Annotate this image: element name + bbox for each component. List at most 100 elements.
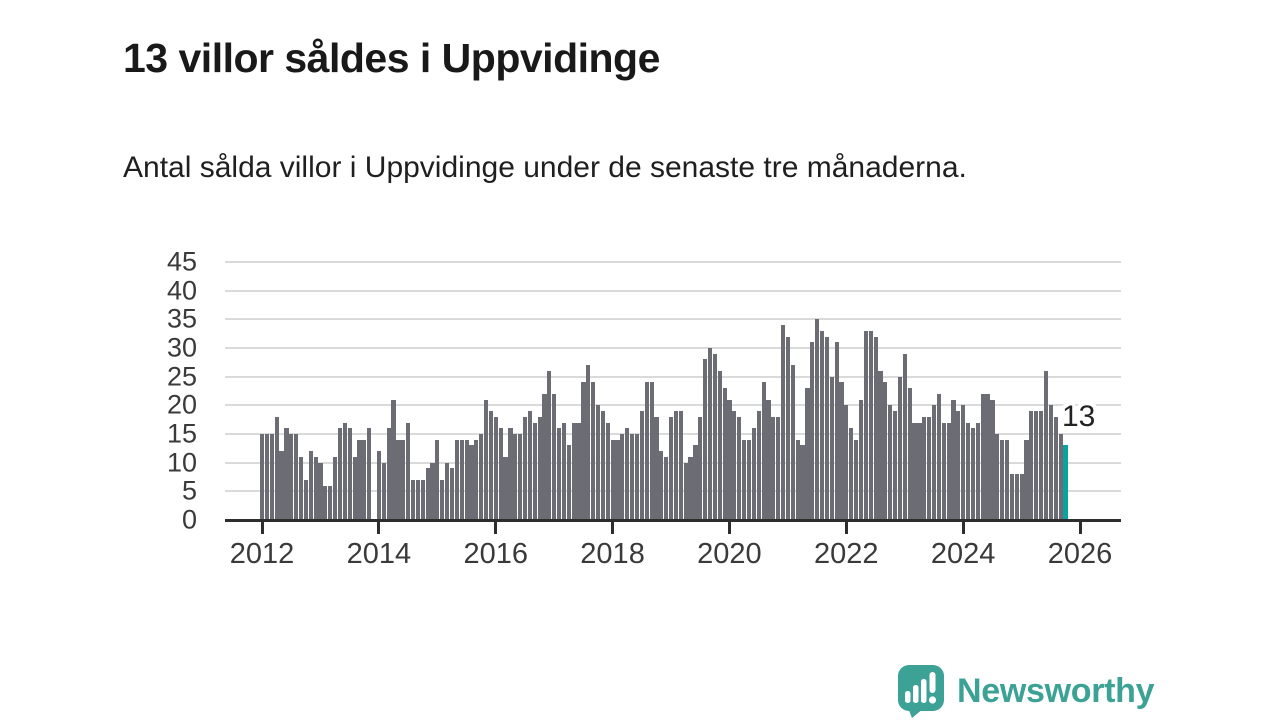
x-axis-tick	[1078, 522, 1082, 534]
bar	[751, 428, 756, 520]
newsworthy-bar-chart-icon	[897, 664, 945, 718]
x-axis-tick-label: 2016	[463, 538, 528, 570]
bar	[406, 422, 411, 520]
bar	[659, 451, 664, 520]
bar	[922, 416, 927, 520]
bar	[1014, 474, 1019, 520]
x-axis-line	[225, 519, 1121, 522]
bar	[571, 422, 576, 520]
y-axis-tick-label: 15	[166, 418, 197, 449]
bar	[264, 434, 270, 520]
newsworthy-logo: Newsworthy	[897, 664, 1155, 718]
bar	[810, 342, 815, 520]
bar	[566, 445, 571, 520]
bar	[771, 416, 776, 520]
y-axis-tick-label: 0	[181, 504, 197, 535]
x-axis-tick	[961, 522, 965, 534]
bar	[581, 382, 586, 520]
bar	[707, 348, 713, 520]
x-axis-tick-label: 2012	[229, 538, 295, 570]
bar	[1053, 416, 1058, 520]
bar	[561, 422, 567, 520]
bar	[294, 434, 299, 520]
bar	[274, 416, 279, 520]
gridline	[225, 289, 1121, 292]
chart-subtitle: Antal sålda villor i Uppvidinge under de…	[123, 151, 967, 184]
bar	[630, 434, 635, 520]
bar	[600, 411, 606, 520]
bar	[917, 422, 922, 520]
bar	[532, 422, 537, 520]
bar	[639, 411, 644, 520]
bar	[888, 405, 893, 520]
bar	[498, 428, 503, 520]
bar	[576, 422, 581, 520]
bar	[654, 416, 659, 520]
bar	[785, 336, 791, 520]
bar	[649, 382, 654, 520]
bar	[912, 422, 917, 520]
bar	[1039, 411, 1044, 520]
bar	[488, 411, 494, 520]
bar	[552, 393, 557, 520]
bar	[717, 370, 722, 520]
x-axis-tick-label: 2018	[580, 538, 645, 570]
bar	[732, 411, 737, 520]
bar	[430, 462, 435, 520]
bar	[440, 479, 445, 520]
y-axis-tick-label: 45	[166, 246, 197, 277]
bar	[673, 411, 679, 520]
bar	[396, 439, 401, 520]
bar	[445, 462, 450, 520]
bar	[518, 434, 523, 520]
bar	[834, 342, 839, 520]
bar	[683, 462, 688, 520]
gridline	[225, 318, 1121, 321]
bar	[722, 388, 727, 520]
x-axis-tick	[844, 522, 848, 534]
x-axis-tick	[727, 522, 731, 534]
bar	[1029, 411, 1034, 520]
bar	[873, 336, 878, 520]
bar	[839, 382, 844, 520]
bar	[303, 479, 308, 520]
bar	[435, 439, 440, 520]
bar	[746, 439, 752, 520]
bar	[878, 370, 883, 520]
page-title: 13 villor såldes i Uppvidinge	[123, 35, 660, 82]
x-axis-tick	[377, 522, 381, 534]
bar	[961, 405, 966, 520]
bar	[493, 416, 498, 520]
bar	[459, 439, 464, 520]
bar	[1019, 474, 1024, 520]
y-axis-tick-label: 40	[166, 275, 197, 306]
y-axis-tick-label: 20	[166, 389, 197, 420]
x-axis-tick-label: 2022	[814, 538, 879, 570]
bar	[844, 405, 849, 520]
bar	[966, 422, 971, 520]
x-axis-tick	[611, 522, 615, 534]
bar	[284, 428, 289, 520]
bar	[386, 428, 391, 520]
bar	[883, 382, 888, 520]
bar	[766, 399, 771, 520]
bar	[790, 365, 795, 520]
bar	[815, 319, 820, 520]
bar	[1058, 434, 1063, 520]
y-axis-tick-label: 10	[166, 447, 197, 478]
bar	[742, 439, 747, 520]
y-axis-tick-label: 30	[166, 332, 197, 363]
bar	[605, 422, 610, 520]
bar	[985, 393, 990, 520]
bar	[727, 399, 732, 520]
bar	[829, 376, 834, 520]
bar	[737, 416, 742, 520]
bar	[591, 382, 596, 520]
bar	[289, 434, 294, 520]
bar	[362, 439, 367, 520]
gridline	[225, 261, 1121, 263]
bar	[849, 428, 854, 520]
bar	[381, 462, 386, 520]
bar	[902, 353, 907, 520]
